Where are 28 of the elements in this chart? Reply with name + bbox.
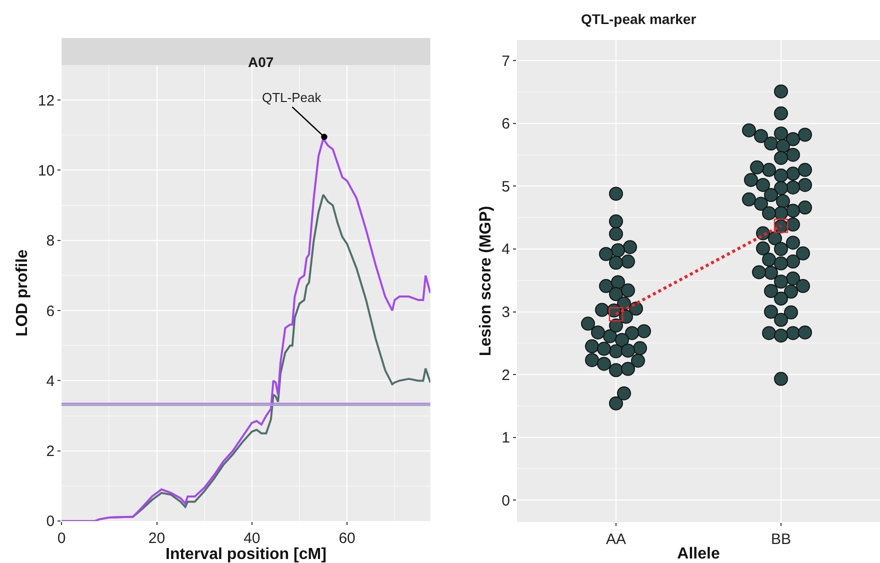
y-tick-label: 7 [502, 52, 510, 70]
y-tick-label: 0 [46, 513, 55, 530]
chart-title: A07 [248, 54, 274, 70]
x-tick-label: 20 [148, 530, 166, 547]
y-axis-title: Lesion score (MGP) [478, 206, 495, 356]
x-tick-label: 0 [57, 530, 66, 547]
y-tick-label: 3 [502, 304, 510, 322]
y-axis-title: LOD profile [14, 249, 31, 337]
y-tick-label: 4 [46, 372, 55, 390]
y-tick-label: 10 [38, 162, 55, 180]
chart-title: QTL-peak marker [581, 11, 697, 27]
y-tick-label: 8 [46, 232, 55, 250]
y-tick-label: 12 [38, 92, 55, 110]
y-tick-label: 5 [502, 178, 510, 196]
x-tick-label: 40 [244, 530, 260, 547]
y-tick-label: 6 [46, 302, 55, 320]
y-tick-label: 2 [46, 443, 55, 460]
y-tick-label: 4 [502, 241, 510, 258]
y-tick-label: 1 [502, 430, 510, 447]
x-tick-label: 60 [338, 530, 356, 547]
x-tick-label: BB [770, 531, 792, 548]
y-tick-label: 0 [502, 492, 510, 510]
x-axis-title: Interval position [cM] [166, 546, 326, 563]
y-tick-label: 2 [502, 366, 510, 384]
y-tick-label: 6 [502, 116, 510, 133]
annotation: QTL-Peak [262, 90, 322, 105]
x-tick-label: AA [606, 531, 626, 548]
x-axis-title: Allele [677, 546, 720, 563]
